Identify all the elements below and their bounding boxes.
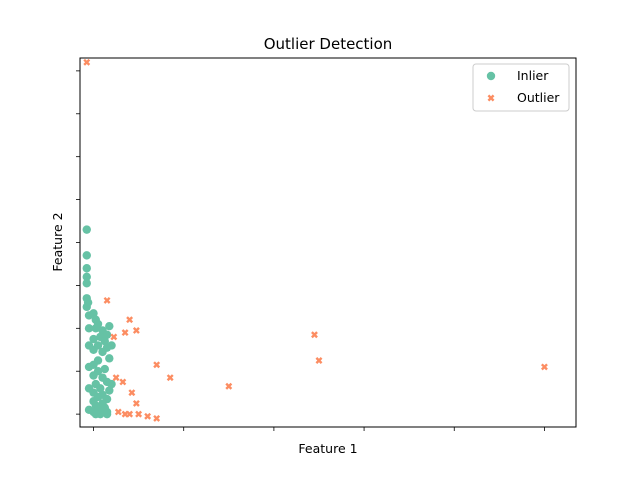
outlier-point	[119, 378, 127, 386]
inlier-point	[107, 379, 116, 389]
outlier-point	[315, 357, 323, 364]
outlier-point	[126, 316, 134, 324]
inlier-point	[96, 384, 105, 393]
plot-area	[76, 57, 577, 431]
legend-box	[472, 63, 570, 112]
outlier-point	[132, 399, 140, 407]
outlier-point	[83, 58, 91, 66]
inlier-point	[84, 384, 94, 393]
inlier-point	[105, 386, 114, 395]
inlier-point	[84, 324, 94, 333]
inlier-point	[84, 362, 94, 372]
x-ticks	[93, 427, 545, 431]
x-axis-label: Feature 1	[298, 441, 357, 456]
outlier-point	[132, 327, 140, 334]
legend-inlier-symbol	[486, 71, 496, 81]
inlier-point	[82, 279, 91, 288]
outlier-point	[110, 333, 118, 341]
legend-label-inlier: Inlier	[517, 68, 549, 83]
outlier-point	[135, 410, 143, 418]
data-points	[82, 58, 548, 422]
outlier-point	[126, 410, 134, 418]
legend-marker-outlier	[487, 94, 495, 102]
outlier-point	[103, 296, 111, 304]
outlier-point	[153, 361, 161, 369]
inlier-point	[84, 311, 94, 320]
outlier-point	[144, 412, 152, 420]
inlier-point	[82, 251, 91, 260]
inlier-point	[82, 264, 91, 273]
inlier-point	[82, 225, 91, 234]
outlier-point	[121, 329, 129, 337]
outlier-point	[128, 389, 136, 397]
inlier-point	[84, 405, 94, 415]
inlier-point	[89, 334, 98, 344]
inlier-point	[84, 341, 94, 350]
outlier-point	[153, 414, 161, 422]
inlier-point	[105, 354, 114, 363]
inlier-point	[91, 409, 100, 419]
inlier-point	[91, 324, 100, 333]
inlier-point	[105, 321, 114, 331]
inlier-point	[102, 330, 112, 339]
legend-outlier-symbol	[487, 94, 495, 102]
inlier-point	[82, 302, 91, 312]
inlier-point	[107, 341, 116, 350]
y-axis-label: Feature 2	[50, 212, 65, 271]
legend-marker-inlier	[486, 71, 496, 81]
outlier-point	[540, 363, 548, 371]
inlier-point	[98, 347, 107, 357]
chart-title: Outlier Detection	[264, 35, 393, 53]
outlier-point	[112, 374, 120, 382]
inlier-point	[102, 409, 112, 419]
inlier-point	[82, 272, 91, 282]
outlier-point	[166, 374, 174, 382]
outlier-point	[114, 408, 122, 416]
legend-label-outlier: Outlier	[517, 90, 560, 105]
legend: Inlier Outlier	[472, 63, 570, 112]
outlier-point	[225, 382, 233, 390]
inlier-point	[100, 336, 110, 346]
inlier-point	[89, 371, 98, 380]
y-ticks	[76, 70, 80, 415]
outlier-point	[311, 331, 318, 339]
inlier-point	[100, 364, 110, 374]
